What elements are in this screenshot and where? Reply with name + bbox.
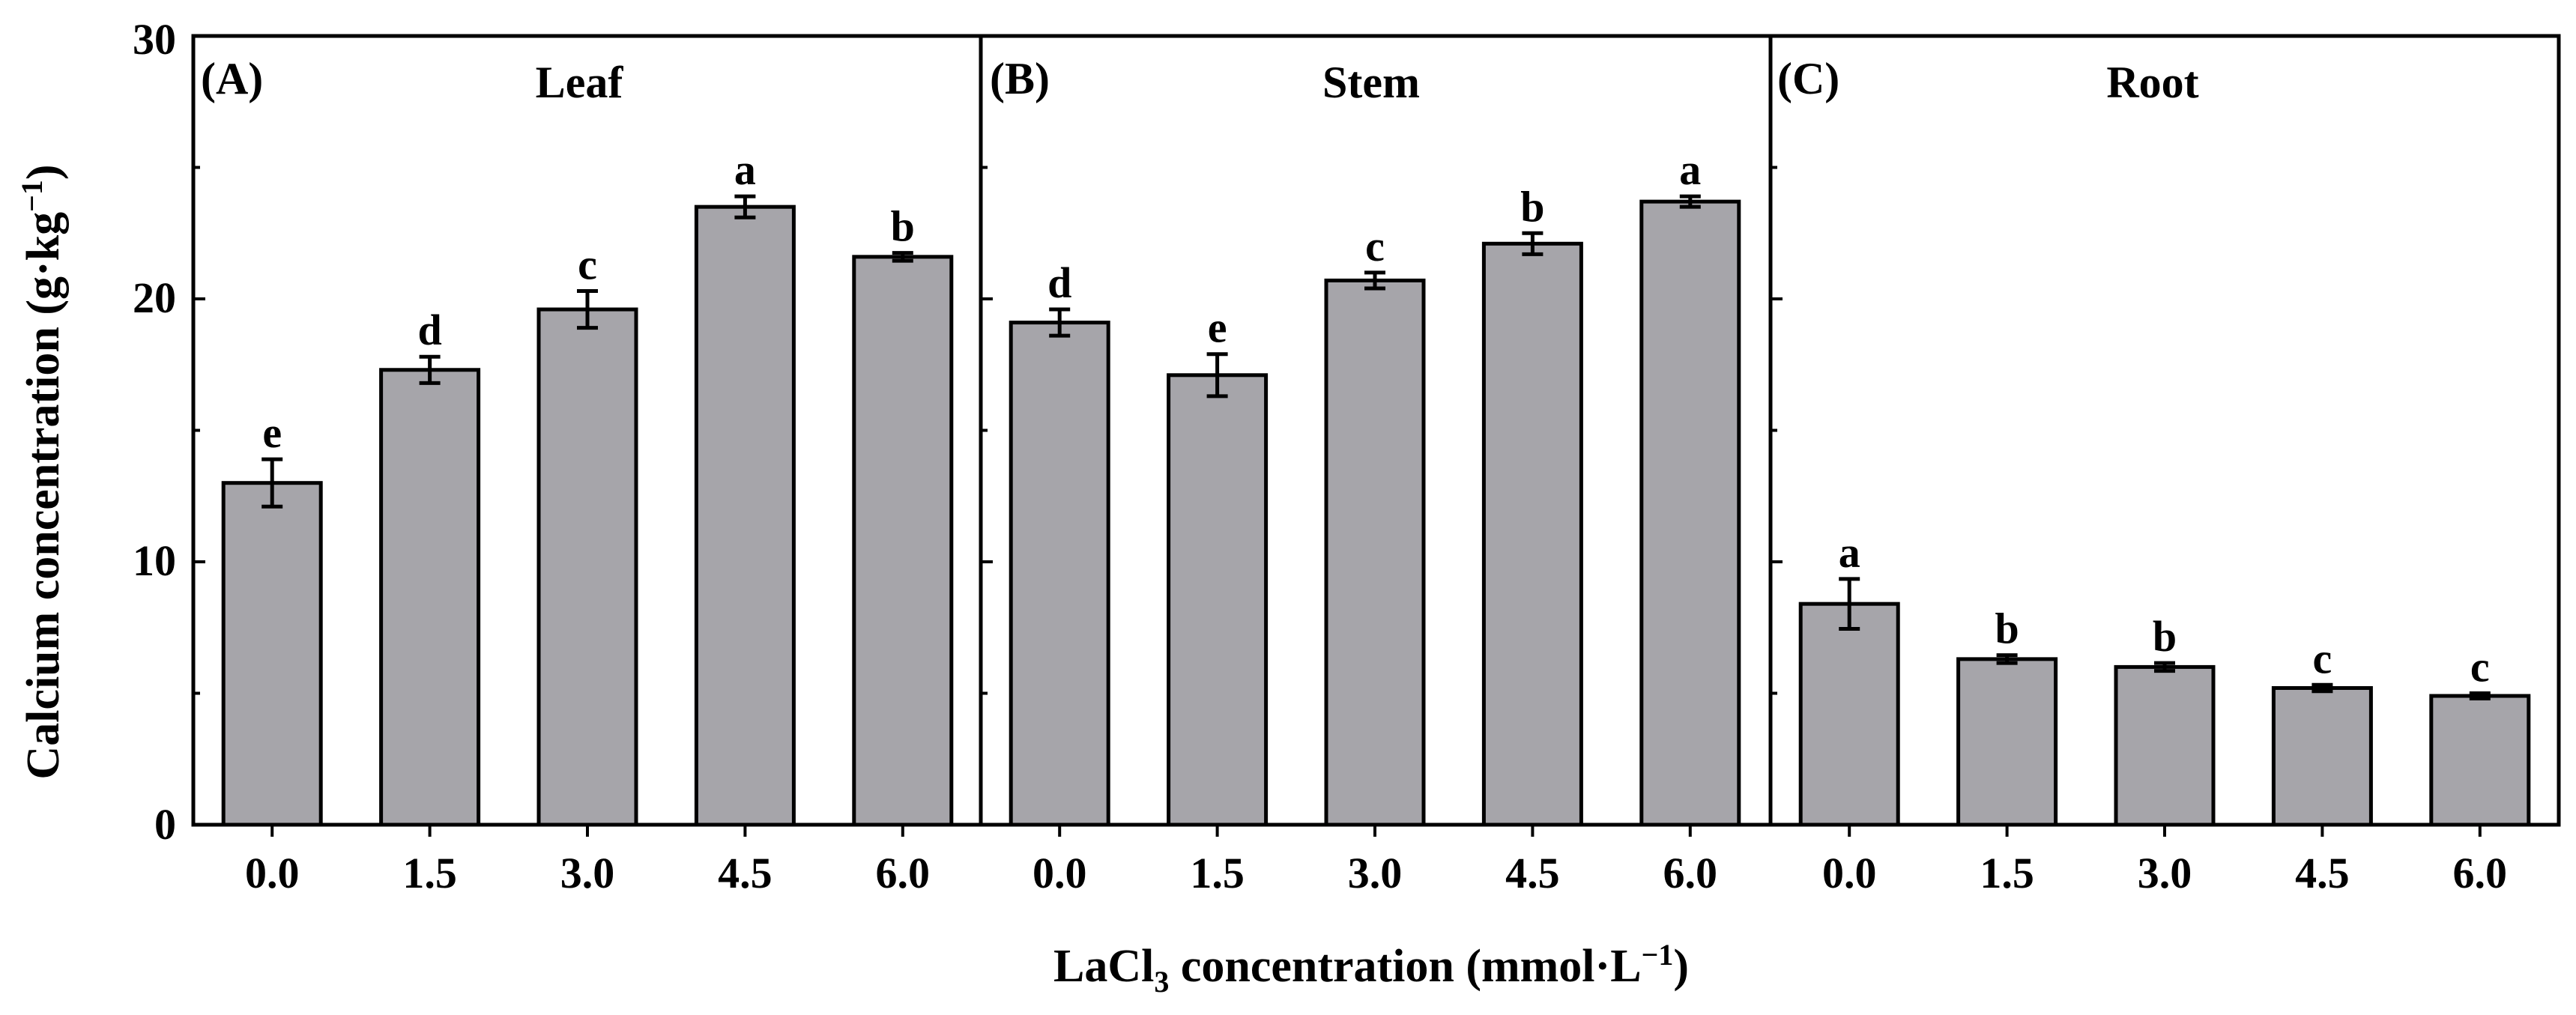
significance-letter: d: [417, 306, 441, 354]
x-tick-label: 6.0: [2453, 849, 2508, 897]
y-tick-label: 0: [154, 800, 176, 849]
significance-letter: c: [2313, 634, 2332, 682]
x-tick-label: 4.5: [2295, 849, 2350, 897]
significance-letter: d: [1047, 258, 1071, 307]
significance-letter: e: [1208, 303, 1227, 352]
y-tick-label: 30: [133, 15, 176, 64]
significance-letter: b: [891, 202, 915, 251]
significance-letter: e: [262, 408, 282, 457]
bar: [1324, 278, 1426, 827]
significance-letter: b: [1995, 605, 2019, 653]
bar: [1009, 321, 1110, 827]
significance-letter: c: [2470, 643, 2490, 691]
bar: [221, 481, 323, 827]
y-axis-title: Calcium concentration (g·kg−1): [15, 164, 69, 779]
bar: [2114, 664, 2216, 827]
x-tick-label: 3.0: [2138, 849, 2192, 897]
panel-title-c: Root: [2106, 58, 2198, 107]
y-tick-label: 10: [133, 536, 176, 585]
x-tick-label: 3.0: [560, 849, 615, 897]
bar: [2429, 694, 2531, 827]
panel-tag-c: (C): [1777, 54, 1839, 103]
bar: [1798, 602, 1900, 827]
significance-letter: c: [1365, 222, 1385, 270]
bar: [536, 307, 638, 827]
bar: [694, 204, 796, 827]
x-tick-label: 1.5: [1190, 849, 1245, 897]
significance-letter: b: [2153, 612, 2177, 661]
x-tick-label: 0.0: [1822, 849, 1877, 897]
significance-letter: a: [1679, 145, 1701, 194]
x-tick-label: 6.0: [876, 849, 931, 897]
bar: [379, 368, 481, 827]
significance-letter: a: [1839, 528, 1860, 577]
x-tick-label: 4.5: [1505, 849, 1560, 897]
y-tick-labels: 0 10 20 30: [133, 15, 176, 849]
bar: [1481, 241, 1583, 827]
x-axis-title: LaCl3 concentration (mmol·L−1): [1053, 938, 1689, 999]
significance-letter: b: [1520, 182, 1544, 231]
bar: [852, 255, 954, 827]
panel-tag-b: (B): [990, 54, 1050, 103]
significance-letter: a: [734, 145, 756, 194]
bar-marks: e 0.0 d 1.5 c 3.0 a 4.5 b 6.0 d 0.0 e 1.5 c 3.0 b 4.5 a 6.0…: [193, 145, 2531, 897]
panel-tag-a: (A): [201, 54, 263, 103]
significance-letter: c: [578, 240, 597, 288]
x-tick-label: 3.0: [1348, 849, 1403, 897]
x-tick-label: 1.5: [1980, 849, 2034, 897]
panel-title-a: Leaf: [536, 58, 624, 107]
x-tick-label: 1.5: [402, 849, 457, 897]
bar: [2271, 685, 2373, 827]
x-tick-label: 4.5: [718, 849, 773, 897]
y-tick-label: 20: [133, 273, 176, 322]
x-tick-label: 0.0: [1032, 849, 1087, 897]
panel-title-b: Stem: [1322, 58, 1420, 107]
x-tick-label: 0.0: [245, 849, 300, 897]
bar: [1956, 657, 2058, 827]
bar: [1639, 199, 1741, 827]
x-tick-label: 6.0: [1663, 849, 1718, 897]
bar: [1167, 373, 1269, 827]
